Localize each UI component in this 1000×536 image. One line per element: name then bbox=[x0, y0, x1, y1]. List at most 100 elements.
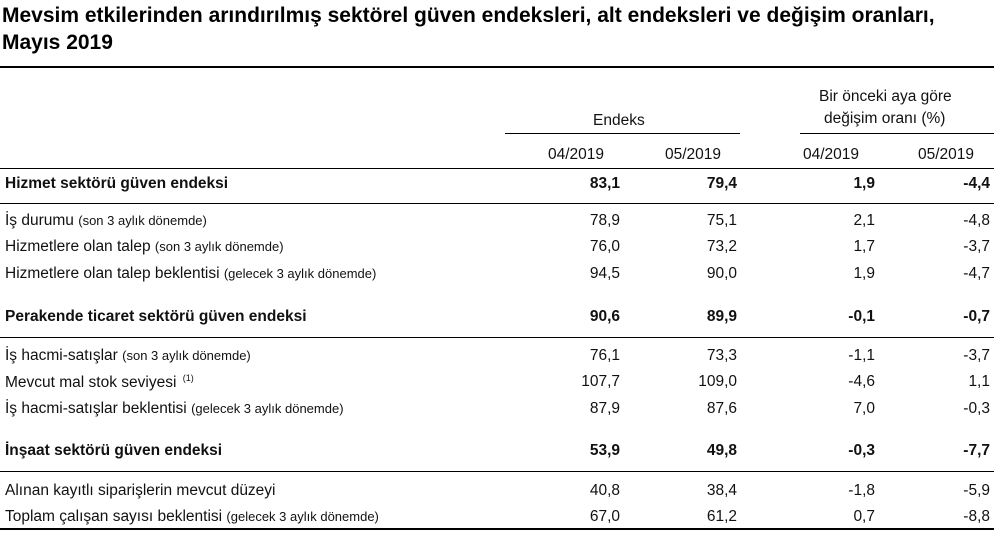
change-group-rule bbox=[800, 133, 994, 134]
row-label: Alınan kayıtlı siparişlerin mevcut düzey… bbox=[5, 482, 276, 500]
row-label-text: Mevcut mal stok seviyesi bbox=[5, 374, 181, 391]
table-cell: -5,9 bbox=[963, 482, 990, 499]
table-cell: 1,1 bbox=[968, 373, 990, 390]
table-cell: -3,7 bbox=[963, 238, 990, 255]
table-cell: 76,1 bbox=[589, 347, 620, 364]
table-cell: 90,6 bbox=[589, 308, 620, 325]
column-header-3: 04/2019 bbox=[803, 146, 860, 163]
table-cell: -4,7 bbox=[963, 265, 990, 282]
table-cell: 0,7 bbox=[853, 508, 875, 525]
page-title: Mevsim etkilerinden arındırılmış sektöre… bbox=[2, 4, 935, 54]
table-cell: 76,0 bbox=[589, 238, 620, 255]
table-cell: 75,1 bbox=[706, 212, 737, 229]
table-cell: 87,6 bbox=[706, 400, 737, 417]
table-row-main-index: Hizmet sektörü güven endeksi 83,1 79,4 1,9 -… bbox=[0, 175, 994, 197]
table-row: Alınan kayıtlı siparişlerin mevcut düzey… bbox=[0, 482, 994, 504]
table-row-main-index: İnşaat sektörü güven endeksi 53,9 49,8 -0,3… bbox=[0, 442, 994, 464]
table-row-main-index: Perakende ticaret sektörü güven endeksi 9… bbox=[0, 308, 994, 330]
header-change-label-2: değişim oranı (%) bbox=[824, 110, 946, 127]
row-label-note: (gelecek 3 aylık dönemde) bbox=[223, 266, 377, 281]
row-label-note: (gelecek 3 aylık dönemde) bbox=[226, 509, 379, 524]
table-cell: 49,8 bbox=[706, 442, 737, 459]
table-cell: -3,7 bbox=[963, 347, 990, 364]
table-cell: 1,9 bbox=[853, 175, 875, 192]
section-rule bbox=[0, 203, 994, 204]
table-cell: 94,5 bbox=[589, 265, 620, 282]
row-label-text: İş hacmi-satışlar beklentisi bbox=[5, 400, 192, 417]
row-label-text: Toplam çalışan sayısı beklentisi bbox=[5, 508, 227, 525]
row-label: Hizmetlere olan talep (son 3 aylık dönem… bbox=[5, 238, 284, 256]
row-label-text: Hizmetlere olan talep bbox=[5, 238, 155, 255]
table-cell: 53,9 bbox=[589, 442, 620, 459]
table-cell: 2,1 bbox=[853, 212, 875, 229]
table-row: İş durumu (son 3 aylık dönemde) 78,9 75,1 2… bbox=[0, 212, 994, 234]
header-bottom-rule bbox=[0, 168, 994, 169]
row-label-text: Hizmetlere olan talep beklentisi bbox=[5, 265, 224, 282]
row-label: İnşaat sektörü güven endeksi bbox=[5, 442, 222, 460]
table-cell: 79,4 bbox=[706, 175, 737, 192]
table-cell: 1,7 bbox=[853, 238, 875, 255]
column-header-2: 05/2019 bbox=[665, 146, 722, 163]
row-label: Toplam çalışan sayısı beklentisi (gelece… bbox=[5, 508, 379, 526]
table-cell: 1,9 bbox=[853, 265, 875, 282]
table-cell: 67,0 bbox=[589, 508, 620, 525]
table-row: Hizmetlere olan talep (son 3 aylık dönem… bbox=[0, 238, 994, 260]
table-row: İş hacmi-satışlar (son 3 aylık dönemde) 7… bbox=[0, 347, 994, 369]
row-label-note: (son 3 aylık dönemde) bbox=[122, 348, 251, 363]
row-label: Hizmet sektörü güven endeksi bbox=[5, 175, 228, 193]
row-label: İş hacmi-satışlar (son 3 aylık dönemde) bbox=[5, 347, 251, 365]
row-label: Perakende ticaret sektörü güven endeksi bbox=[5, 308, 307, 326]
table-cell: 87,9 bbox=[589, 400, 620, 417]
header-change-label-1: Bir önceki aya göre bbox=[819, 88, 952, 105]
row-label: İş durumu (son 3 aylık dönemde) bbox=[5, 212, 207, 230]
table-row: Mevcut mal stok seviyesi (1) 107,7 109,0 -4… bbox=[0, 373, 994, 395]
table-cell: 89,9 bbox=[706, 308, 737, 325]
column-header-1: 04/2019 bbox=[548, 146, 605, 163]
table-cell: 78,9 bbox=[589, 212, 620, 229]
table-cell: 7,0 bbox=[853, 400, 875, 417]
bottom-rule bbox=[0, 528, 994, 530]
table-cell: 107,7 bbox=[581, 373, 620, 390]
table-cell: 73,2 bbox=[706, 238, 737, 255]
table-cell: -1,8 bbox=[848, 482, 875, 499]
table-cell: -4,6 bbox=[848, 373, 875, 390]
table-cell: 61,2 bbox=[706, 508, 737, 525]
table-cell: -0,7 bbox=[963, 308, 990, 325]
table-cell: 109,0 bbox=[698, 373, 737, 390]
section-rule bbox=[0, 471, 994, 472]
table-cell: -0,3 bbox=[848, 442, 875, 459]
table-cell: -1,1 bbox=[848, 347, 875, 364]
row-label-text: İş durumu bbox=[5, 212, 79, 229]
top-rule bbox=[0, 66, 994, 68]
table-cell: -4,4 bbox=[963, 175, 990, 192]
row-label-text: İş hacmi-satışlar bbox=[5, 347, 123, 364]
table-cell: -0,3 bbox=[963, 400, 990, 417]
table-row: Hizmetlere olan talep beklentisi (gelece… bbox=[0, 265, 994, 287]
column-header-4: 05/2019 bbox=[918, 146, 975, 163]
table-cell: 38,4 bbox=[706, 482, 737, 499]
table-cell: -7,7 bbox=[963, 442, 990, 459]
row-label: Hizmetlere olan talep beklentisi (gelece… bbox=[5, 265, 376, 283]
endeks-group-rule bbox=[505, 133, 740, 134]
section-rule bbox=[0, 337, 994, 338]
row-label-note: (son 3 aylık dönemde) bbox=[78, 213, 207, 228]
footnote-marker: (1) bbox=[182, 373, 194, 383]
table-cell: 73,3 bbox=[706, 347, 737, 364]
row-label-text: Hizmet sektörü güven endeksi bbox=[5, 175, 229, 192]
row-label: İş hacmi-satışlar beklentisi (gelecek 3 … bbox=[5, 400, 344, 418]
table-cell: -4,8 bbox=[963, 212, 990, 229]
table-cell: 83,1 bbox=[589, 175, 620, 192]
row-label-text: Perakende ticaret sektörü güven endeksi bbox=[5, 308, 307, 325]
table-cell: 90,0 bbox=[706, 265, 737, 282]
table-cell: 40,8 bbox=[589, 482, 620, 499]
table-row: İş hacmi-satışlar beklentisi (gelecek 3 … bbox=[0, 400, 994, 422]
row-label-note: (gelecek 3 aylık dönemde) bbox=[191, 401, 344, 416]
row-label-text: İnşaat sektörü güven endeksi bbox=[5, 442, 223, 459]
header-endeks-label: Endeks bbox=[593, 112, 645, 129]
row-label-text: Alınan kayıtlı siparişlerin mevcut düzey… bbox=[5, 482, 276, 499]
table-row: Toplam çalışan sayısı beklentisi (gelece… bbox=[0, 508, 994, 530]
table-cell: -8,8 bbox=[963, 508, 990, 525]
row-label: Mevcut mal stok seviyesi (1) bbox=[5, 373, 194, 392]
row-label-note: (son 3 aylık dönemde) bbox=[154, 239, 284, 254]
table-cell: -0,1 bbox=[848, 308, 875, 325]
